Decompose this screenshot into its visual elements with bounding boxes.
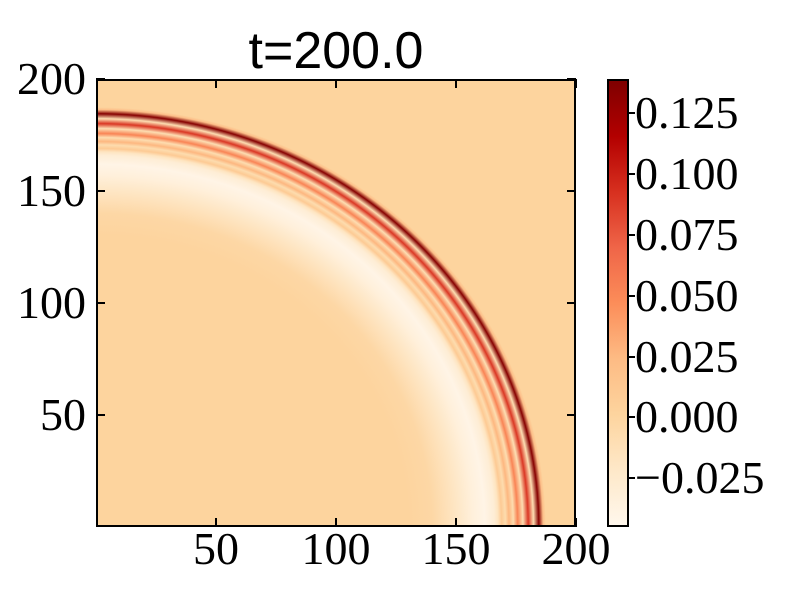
x-tick bbox=[455, 518, 457, 527]
y-tick-label: 200 bbox=[17, 53, 86, 104]
x-tick-label: 50 bbox=[193, 523, 239, 574]
y-tick-label: 100 bbox=[17, 277, 86, 328]
colorbar-tick-label: 0.050 bbox=[635, 269, 739, 321]
y-tick-label: 50 bbox=[40, 389, 86, 440]
colorbar-tick bbox=[628, 172, 635, 175]
y-tick bbox=[567, 414, 576, 416]
x-tick bbox=[575, 518, 577, 527]
y-tick bbox=[96, 190, 105, 192]
colorbar-tick-label: 0.100 bbox=[635, 147, 739, 199]
colorbar-tick bbox=[628, 112, 635, 115]
y-tick bbox=[96, 414, 105, 416]
x-tick bbox=[215, 518, 217, 527]
x-tick bbox=[335, 79, 337, 88]
colorbar-tick bbox=[628, 355, 635, 358]
y-tick bbox=[567, 190, 576, 192]
y-tick bbox=[96, 302, 105, 304]
y-tick bbox=[567, 78, 576, 80]
x-tick-label: 200 bbox=[541, 523, 611, 574]
x-tick-label: 150 bbox=[421, 523, 491, 574]
colorbar-tick-label: 0.075 bbox=[635, 208, 739, 260]
y-tick-label: 150 bbox=[17, 165, 86, 216]
colorbar-tick bbox=[628, 477, 635, 480]
colorbar-tick bbox=[628, 233, 635, 236]
y-tick bbox=[567, 302, 576, 304]
x-tick bbox=[575, 79, 577, 88]
x-tick-label: 100 bbox=[301, 523, 371, 574]
colorbar bbox=[607, 79, 629, 527]
y-tick bbox=[96, 78, 105, 80]
colorbar-tick bbox=[628, 416, 635, 419]
colorbar-tick-label: 0.125 bbox=[635, 87, 739, 139]
x-tick bbox=[455, 79, 457, 88]
x-tick bbox=[335, 518, 337, 527]
colorbar-tick bbox=[628, 294, 635, 297]
colorbar-tick-label: 0.025 bbox=[635, 330, 739, 382]
plot-area bbox=[96, 78, 577, 527]
colorbar-tick-label: −0.025 bbox=[635, 452, 765, 504]
colorbar-tick-label: 0.000 bbox=[635, 391, 739, 443]
chart-title: t=200.0 bbox=[248, 22, 424, 80]
x-tick bbox=[215, 79, 217, 88]
heatmap-image bbox=[96, 79, 576, 527]
